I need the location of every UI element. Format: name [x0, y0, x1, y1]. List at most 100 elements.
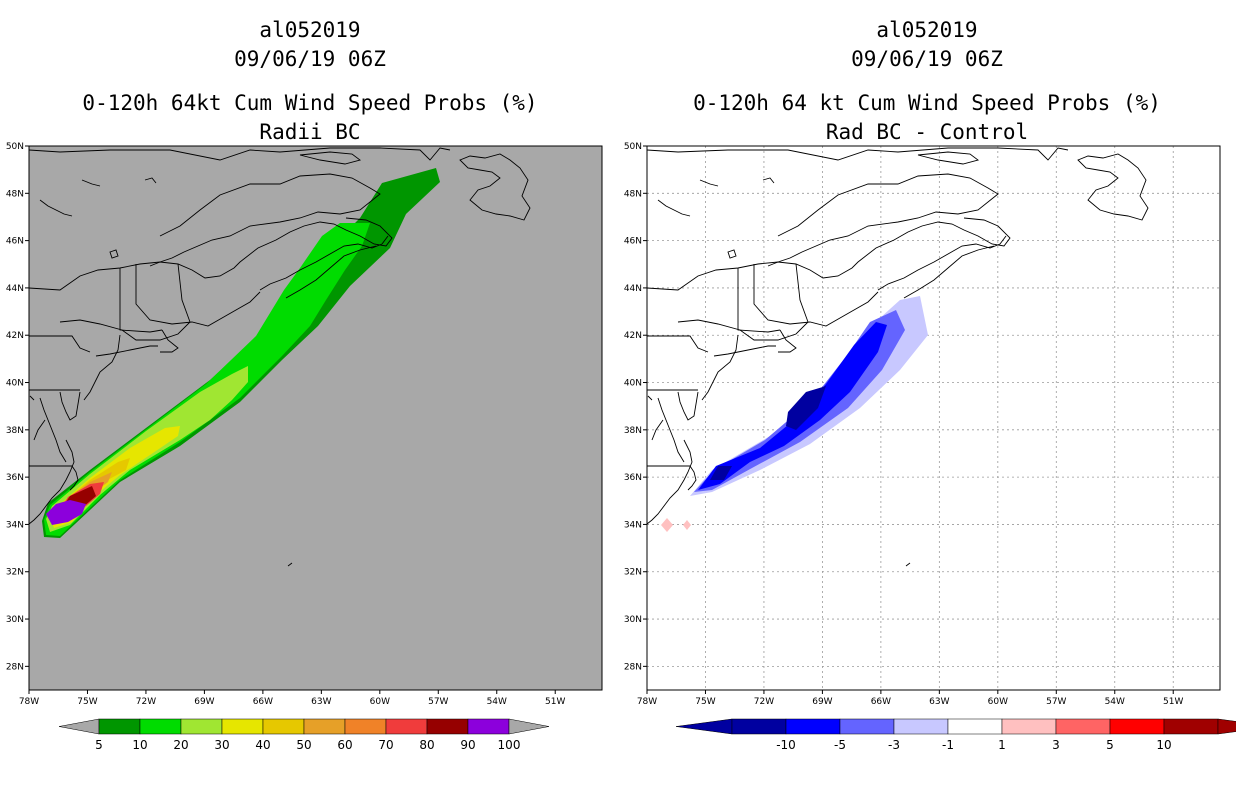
- colorbar-label: 1: [998, 738, 1006, 752]
- lon-label: 75W: [77, 697, 97, 707]
- lat-label: 32N: [6, 568, 24, 578]
- left-title-subtitle: Radii BC: [259, 120, 361, 144]
- left-map-frame: [28, 145, 603, 691]
- diff-plus1-b: [683, 520, 691, 530]
- colorbar-swatch: [303, 718, 346, 735]
- lon-label: 72W: [136, 697, 156, 707]
- right-title-subtitle: Rad BC - Control: [825, 120, 1029, 144]
- colorbar-label: -5: [834, 738, 846, 752]
- colorbar-swatch: [1109, 718, 1165, 735]
- colorbar-label: 20: [173, 738, 188, 752]
- lon-label: 78W: [637, 697, 657, 707]
- left-probability-contours: [29, 147, 531, 567]
- colorbar-swatch: [785, 718, 841, 735]
- colorbar-label: 100: [498, 738, 521, 752]
- colorbar-swatch: [731, 718, 787, 735]
- colorbar-label: 5: [95, 738, 103, 752]
- colorbar-swatch: [180, 718, 223, 735]
- diff-minus10-a: [710, 466, 732, 480]
- left-title-date: 09/06/19 06Z: [234, 47, 386, 71]
- right-colorbar: -10 -5 -3 -1 1 3 5 10: [675, 718, 1236, 752]
- right-gridlines: [647, 146, 1220, 690]
- lon-label: 66W: [871, 697, 891, 707]
- lon-label: 63W: [311, 697, 331, 707]
- lon-label: 75W: [695, 697, 715, 707]
- lat-label: 32N: [624, 568, 642, 578]
- lat-label: 28N: [624, 662, 642, 672]
- lon-label: 51W: [1163, 697, 1183, 707]
- colorbar-swatch: [262, 718, 305, 735]
- colorbar-swatch: [139, 718, 182, 735]
- lon-label: 63W: [929, 697, 949, 707]
- right-title-product: 0-120h 64 kt Cum Wind Speed Probs (%): [693, 91, 1161, 115]
- left-title-product: 0-120h 64kt Cum Wind Speed Probs (%): [82, 91, 538, 115]
- colorbar-swatch: [839, 718, 895, 735]
- colorbar-label: 10: [132, 738, 147, 752]
- right-axis-ticks: 50N 48N 46N 44N 42N 40N 38N 36N 34N 32N 30N 28N 78W 7…: [624, 142, 1184, 707]
- lat-label: 38N: [624, 426, 642, 436]
- lon-label: 69W: [194, 697, 214, 707]
- lat-label: 44N: [6, 284, 24, 294]
- lon-label: 66W: [253, 697, 273, 707]
- right-difference-contours: [647, 147, 1149, 567]
- lat-label: 42N: [6, 331, 24, 341]
- lat-label: 36N: [6, 473, 24, 483]
- lat-label: 46N: [6, 237, 24, 247]
- colorbar-label: -3: [888, 738, 900, 752]
- colorbar-label: 30: [214, 738, 229, 752]
- lat-label: 40N: [624, 379, 642, 389]
- lon-label: 54W: [487, 697, 507, 707]
- lon-label: 57W: [1046, 697, 1066, 707]
- colorbar-label: 80: [419, 738, 434, 752]
- lon-label: 60W: [988, 697, 1008, 707]
- colorbar-high-arrow: [508, 718, 550, 735]
- lon-label: 78W: [19, 697, 39, 707]
- colorbar-label: -10: [776, 738, 796, 752]
- colorbar-label: 90: [460, 738, 475, 752]
- diff-plus1-a: [661, 518, 673, 532]
- colorbar-low-arrow: [58, 718, 100, 735]
- colorbar-label: -1: [942, 738, 954, 752]
- lat-label: 34N: [624, 520, 642, 530]
- contour-90: [46, 500, 86, 525]
- lat-label: 48N: [624, 189, 642, 199]
- lon-label: 60W: [370, 697, 390, 707]
- colorbar-swatch: [1055, 718, 1111, 735]
- right-title-storm: al052019: [876, 18, 978, 42]
- colorbar-label: 40: [255, 738, 270, 752]
- left-axis-ticks: 50N 48N 46N 44N 42N 40N 38N 36N 34N 32N 30N 28N 78W 7…: [6, 142, 566, 707]
- lon-label: 69W: [812, 697, 832, 707]
- lat-label: 30N: [6, 615, 24, 625]
- colorbar-label: 10: [1156, 738, 1171, 752]
- left-map-background: [29, 146, 602, 690]
- lat-label: 42N: [624, 331, 642, 341]
- lon-label: 51W: [545, 697, 565, 707]
- colorbar-swatch: [467, 718, 510, 735]
- lat-label: 48N: [6, 189, 24, 199]
- right-map-panel: 50N 48N 46N 44N 42N 40N 38N 36N 34N 32N 30N 28N 78W 7…: [624, 142, 1221, 707]
- lat-label: 50N: [624, 142, 642, 152]
- colorbar-label: 3: [1052, 738, 1060, 752]
- lon-label: 57W: [428, 697, 448, 707]
- lon-label: 72W: [754, 697, 774, 707]
- colorbar-label: 60: [337, 738, 352, 752]
- left-colorbar: 5 10 20 30 40 50 60 70 80 90 100: [58, 718, 550, 752]
- colorbar-high-arrow: [1217, 718, 1236, 735]
- colorbar-swatch: [385, 718, 428, 735]
- lon-label: 54W: [1105, 697, 1125, 707]
- right-title-date: 09/06/19 06Z: [851, 47, 1003, 71]
- colorbar-label: 5: [1106, 738, 1114, 752]
- left-title-storm: al052019: [259, 18, 361, 42]
- colorbar-swatch: [98, 718, 141, 735]
- lat-label: 30N: [624, 615, 642, 625]
- lat-label: 50N: [6, 142, 24, 152]
- colorbar-label: 50: [296, 738, 311, 752]
- colorbar-swatch: [1001, 718, 1057, 735]
- colorbar-swatch: [221, 718, 264, 735]
- right-map-background: [647, 146, 1220, 690]
- colorbar-label: 70: [378, 738, 393, 752]
- lat-label: 28N: [6, 662, 24, 672]
- colorbar-swatch: [344, 718, 387, 735]
- colorbar-swatch: [893, 718, 949, 735]
